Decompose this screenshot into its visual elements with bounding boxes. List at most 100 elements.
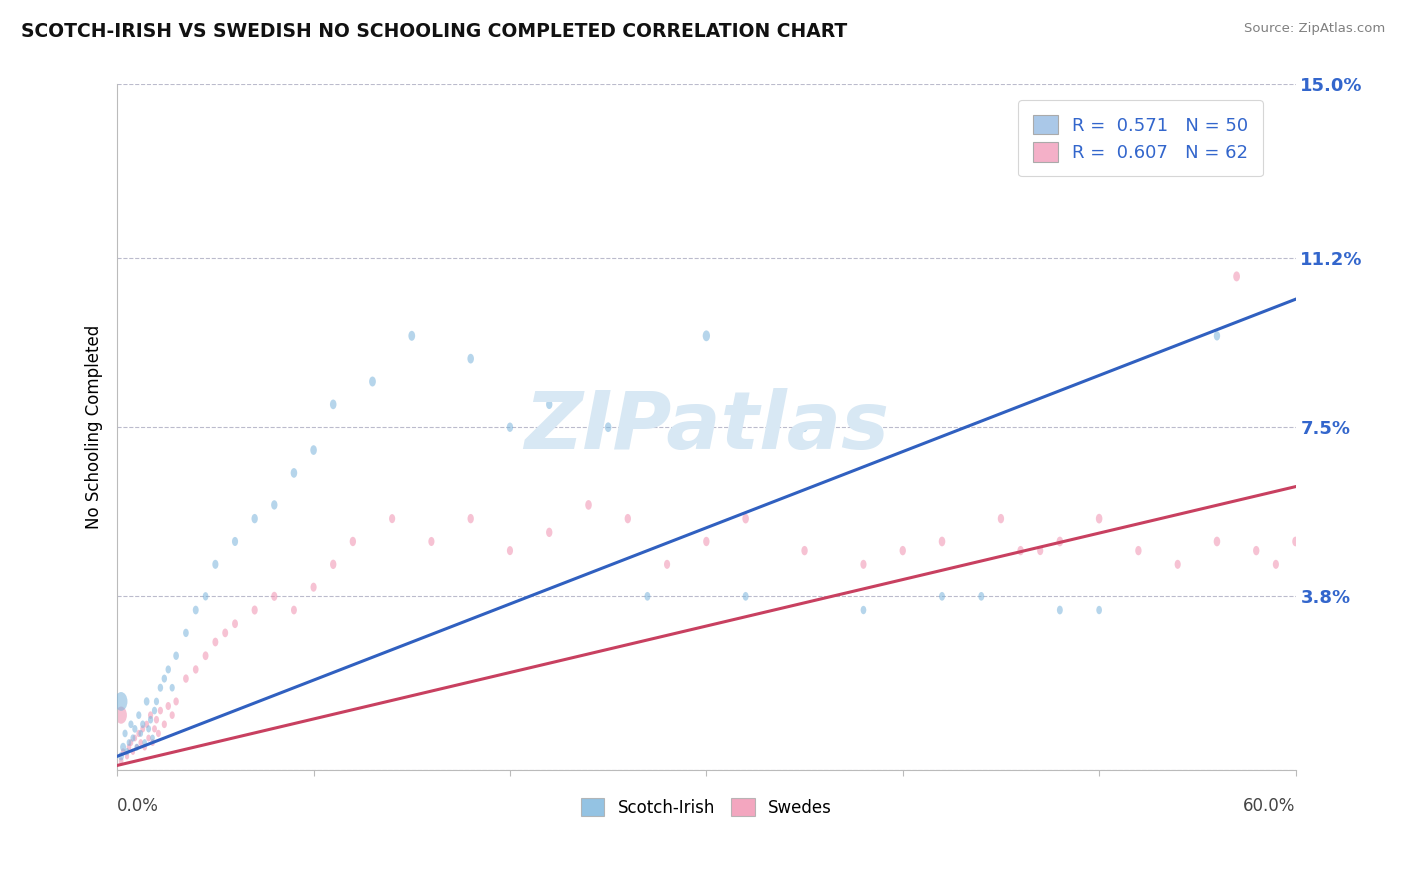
- Ellipse shape: [252, 514, 257, 524]
- Y-axis label: No Schooling Completed: No Schooling Completed: [86, 325, 103, 529]
- Ellipse shape: [350, 537, 356, 546]
- Ellipse shape: [311, 582, 316, 591]
- Ellipse shape: [605, 423, 612, 432]
- Ellipse shape: [1272, 560, 1279, 569]
- Ellipse shape: [900, 546, 905, 556]
- Text: Source: ZipAtlas.com: Source: ZipAtlas.com: [1244, 22, 1385, 36]
- Ellipse shape: [1174, 560, 1181, 569]
- Ellipse shape: [1213, 537, 1220, 546]
- Ellipse shape: [1233, 271, 1240, 281]
- Ellipse shape: [136, 730, 141, 737]
- Ellipse shape: [311, 445, 316, 455]
- Ellipse shape: [132, 735, 138, 741]
- Ellipse shape: [742, 514, 749, 524]
- Ellipse shape: [860, 560, 866, 569]
- Ellipse shape: [468, 514, 474, 524]
- Ellipse shape: [202, 592, 208, 600]
- Ellipse shape: [173, 651, 179, 660]
- Ellipse shape: [166, 665, 172, 673]
- Ellipse shape: [546, 400, 553, 409]
- Ellipse shape: [742, 592, 748, 600]
- Ellipse shape: [157, 706, 163, 714]
- Ellipse shape: [118, 757, 124, 764]
- Ellipse shape: [135, 744, 139, 750]
- Ellipse shape: [1135, 546, 1142, 556]
- Ellipse shape: [125, 748, 129, 756]
- Ellipse shape: [135, 744, 139, 750]
- Ellipse shape: [150, 735, 155, 741]
- Ellipse shape: [860, 606, 866, 615]
- Ellipse shape: [1018, 546, 1024, 556]
- Ellipse shape: [170, 711, 174, 719]
- Ellipse shape: [939, 537, 945, 546]
- Ellipse shape: [703, 330, 710, 342]
- Ellipse shape: [138, 730, 143, 737]
- Ellipse shape: [138, 739, 143, 746]
- Ellipse shape: [156, 730, 160, 737]
- Ellipse shape: [624, 514, 631, 524]
- Ellipse shape: [157, 683, 163, 692]
- Ellipse shape: [145, 721, 149, 728]
- Ellipse shape: [122, 730, 128, 738]
- Ellipse shape: [142, 739, 148, 746]
- Ellipse shape: [162, 721, 167, 728]
- Ellipse shape: [429, 537, 434, 546]
- Ellipse shape: [125, 753, 129, 759]
- Ellipse shape: [142, 744, 148, 750]
- Ellipse shape: [252, 606, 257, 615]
- Ellipse shape: [232, 619, 238, 628]
- Text: SCOTCH-IRISH VS SWEDISH NO SCHOOLING COMPLETED CORRELATION CHART: SCOTCH-IRISH VS SWEDISH NO SCHOOLING COM…: [21, 22, 848, 41]
- Ellipse shape: [141, 721, 145, 728]
- Ellipse shape: [703, 537, 710, 546]
- Ellipse shape: [121, 748, 125, 756]
- Ellipse shape: [202, 651, 208, 660]
- Legend: Scotch-Irish, Swedes: Scotch-Irish, Swedes: [574, 791, 838, 823]
- Ellipse shape: [271, 500, 277, 509]
- Ellipse shape: [585, 500, 592, 509]
- Ellipse shape: [291, 468, 297, 478]
- Ellipse shape: [183, 629, 188, 637]
- Ellipse shape: [1292, 537, 1299, 546]
- Ellipse shape: [212, 560, 218, 569]
- Ellipse shape: [212, 638, 218, 647]
- Ellipse shape: [389, 514, 395, 524]
- Ellipse shape: [508, 546, 513, 555]
- Ellipse shape: [664, 560, 671, 569]
- Ellipse shape: [408, 331, 415, 341]
- Ellipse shape: [120, 743, 127, 752]
- Ellipse shape: [152, 725, 157, 732]
- Ellipse shape: [150, 739, 155, 746]
- Ellipse shape: [152, 706, 157, 714]
- Ellipse shape: [291, 606, 297, 615]
- Ellipse shape: [136, 711, 142, 719]
- Ellipse shape: [193, 606, 198, 615]
- Ellipse shape: [801, 546, 807, 556]
- Ellipse shape: [1097, 606, 1102, 615]
- Ellipse shape: [170, 684, 174, 691]
- Ellipse shape: [1057, 606, 1063, 615]
- Ellipse shape: [222, 629, 228, 637]
- Ellipse shape: [115, 706, 127, 723]
- Ellipse shape: [232, 537, 238, 546]
- Ellipse shape: [131, 734, 135, 741]
- Ellipse shape: [115, 692, 128, 711]
- Ellipse shape: [143, 698, 149, 706]
- Ellipse shape: [1213, 331, 1220, 341]
- Text: ZIPatlas: ZIPatlas: [524, 388, 889, 467]
- Ellipse shape: [1095, 514, 1102, 524]
- Ellipse shape: [127, 739, 131, 746]
- Ellipse shape: [1253, 546, 1260, 556]
- Text: 0.0%: 0.0%: [117, 797, 159, 815]
- Ellipse shape: [979, 592, 984, 600]
- Ellipse shape: [153, 698, 159, 706]
- Ellipse shape: [1038, 546, 1043, 555]
- Ellipse shape: [183, 674, 188, 682]
- Ellipse shape: [173, 698, 179, 706]
- Ellipse shape: [148, 711, 153, 719]
- Ellipse shape: [141, 725, 145, 732]
- Ellipse shape: [118, 752, 124, 761]
- Ellipse shape: [128, 739, 134, 746]
- Ellipse shape: [330, 559, 336, 569]
- Ellipse shape: [271, 591, 277, 601]
- Ellipse shape: [193, 665, 198, 673]
